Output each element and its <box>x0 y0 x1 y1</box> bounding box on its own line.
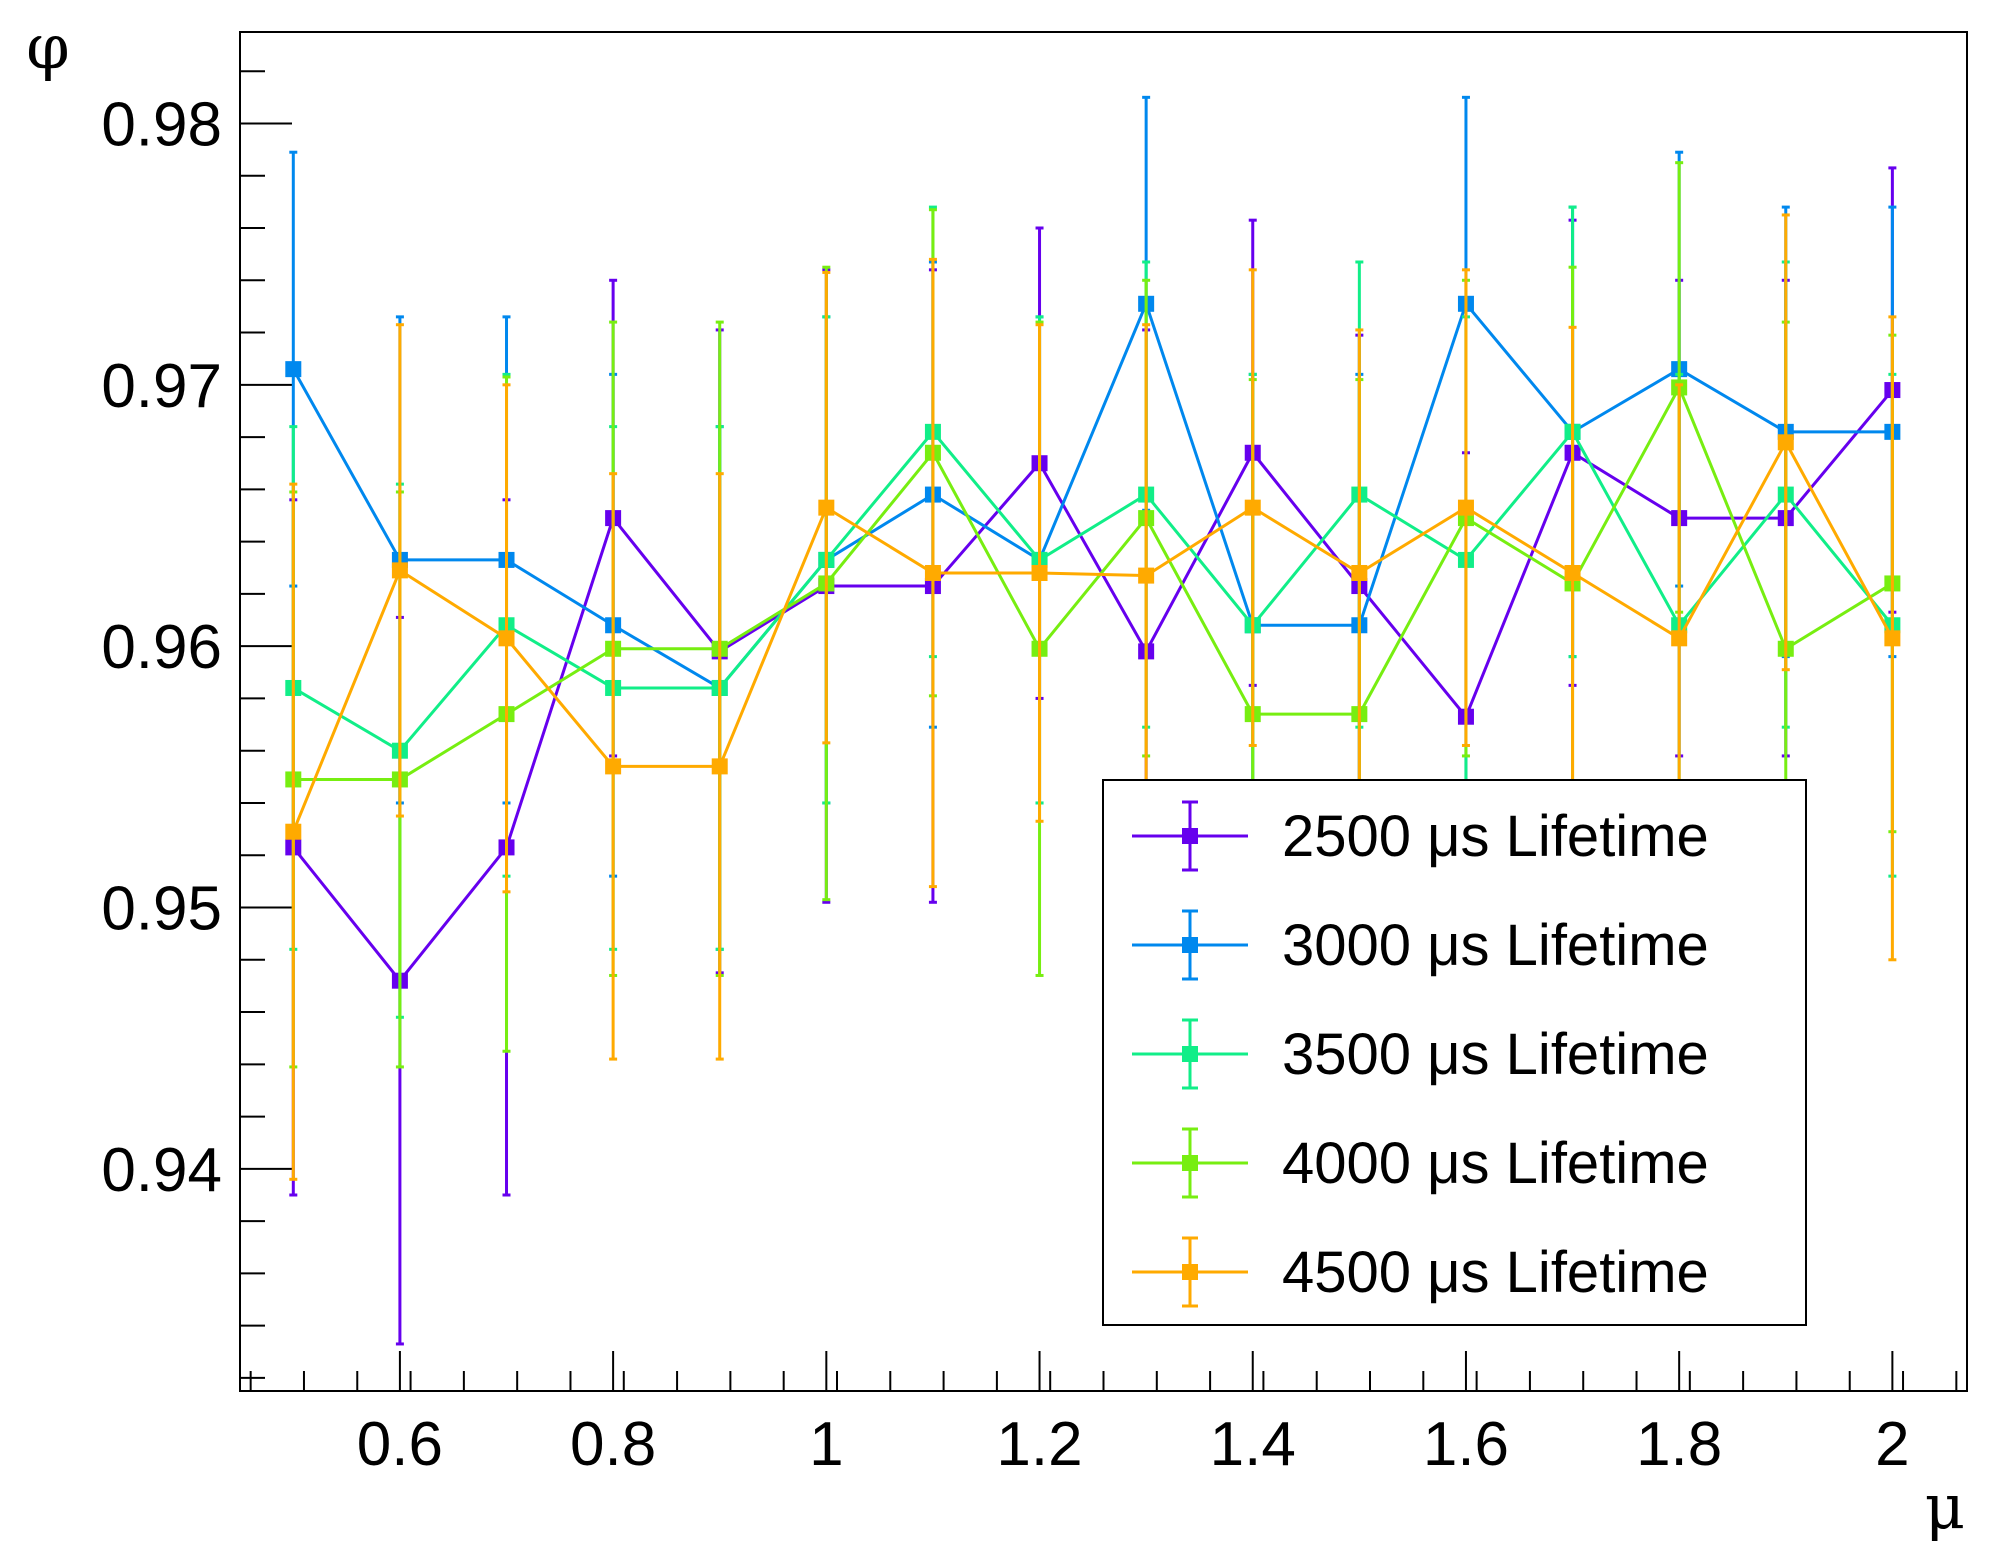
legend-item: 3500 μs Lifetime <box>1132 1018 1709 1090</box>
series-line <box>292 429 1894 753</box>
x-tick-label: 1.6 <box>1423 1410 1509 1479</box>
legend-item: 2500 μs Lifetime <box>1132 800 1709 872</box>
data-point <box>711 758 728 775</box>
data-point <box>1777 434 1794 451</box>
data-point <box>818 499 835 516</box>
legend-label: 4000 μs Lifetime <box>1282 1131 1709 1196</box>
x-tick-label: 0.8 <box>570 1410 656 1479</box>
x-axis-title: μ <box>1925 1470 1965 1543</box>
data-point <box>391 562 408 579</box>
y-tick-label: 0.96 <box>101 613 222 682</box>
data-point <box>1138 567 1155 584</box>
x-tick-label: 1.2 <box>996 1410 1082 1479</box>
series-line <box>293 383 1894 781</box>
legend-item: 4000 μs Lifetime <box>1132 1127 1709 1199</box>
legend-items: 2500 μs Lifetime 3000 μs Lifetime 3500 μs … <box>1132 800 1709 1308</box>
legend-marker <box>1182 1046 1198 1062</box>
y-tick-label: 0.94 <box>101 1136 222 1205</box>
data-point <box>1564 564 1581 581</box>
legend: 2500 μs Lifetime 3000 μs Lifetime 3500 μs … <box>1102 779 1807 1326</box>
y-axis: 0.94 0.95 0.96 0.97 0.98 <box>101 70 292 1379</box>
x-tick-label: 1.4 <box>1210 1410 1296 1479</box>
data-point <box>285 361 302 378</box>
legend-item: 4500 μs Lifetime <box>1132 1236 1709 1308</box>
x-tick-label: 2 <box>1875 1410 1909 1479</box>
x-tick-label: 0.6 <box>357 1410 443 1479</box>
legend-marker <box>1182 1264 1198 1280</box>
series-line <box>291 439 1894 833</box>
legend-label: 2500 μs Lifetime <box>1282 804 1709 869</box>
x-axis: 0.6 0.8 1 1.2 1.4 1.6 1.8 2 <box>249 1351 1958 1479</box>
data-point <box>498 630 515 647</box>
x-tick-label: 1 <box>809 1410 843 1479</box>
series-4 <box>285 213 1901 1181</box>
y-axis-title: φ <box>26 10 69 83</box>
data-point <box>605 758 622 775</box>
data-point <box>1351 564 1368 581</box>
series-line <box>291 299 1893 690</box>
data-point <box>285 823 302 840</box>
data-point <box>924 564 941 581</box>
data-point <box>1244 499 1261 516</box>
legend-label: 3500 μs Lifetime <box>1282 1022 1709 1087</box>
legend-item: 3000 μs Lifetime <box>1132 909 1709 981</box>
x-tick-label: 1.8 <box>1636 1410 1722 1479</box>
y-tick-label: 0.97 <box>101 352 222 421</box>
series-layer <box>285 95 1901 1346</box>
legend-marker <box>1182 1155 1198 1171</box>
y-tick-label: 0.95 <box>101 875 222 944</box>
data-point <box>1031 564 1048 581</box>
legend-label: 3000 μs Lifetime <box>1282 913 1709 978</box>
legend-label: 4500 μs Lifetime <box>1282 1240 1709 1305</box>
data-point <box>1457 499 1474 516</box>
legend-marker <box>1182 937 1198 953</box>
data-point <box>1671 630 1688 647</box>
legend-marker <box>1182 828 1198 844</box>
y-tick-label: 0.98 <box>101 90 222 159</box>
data-point <box>1884 630 1901 647</box>
